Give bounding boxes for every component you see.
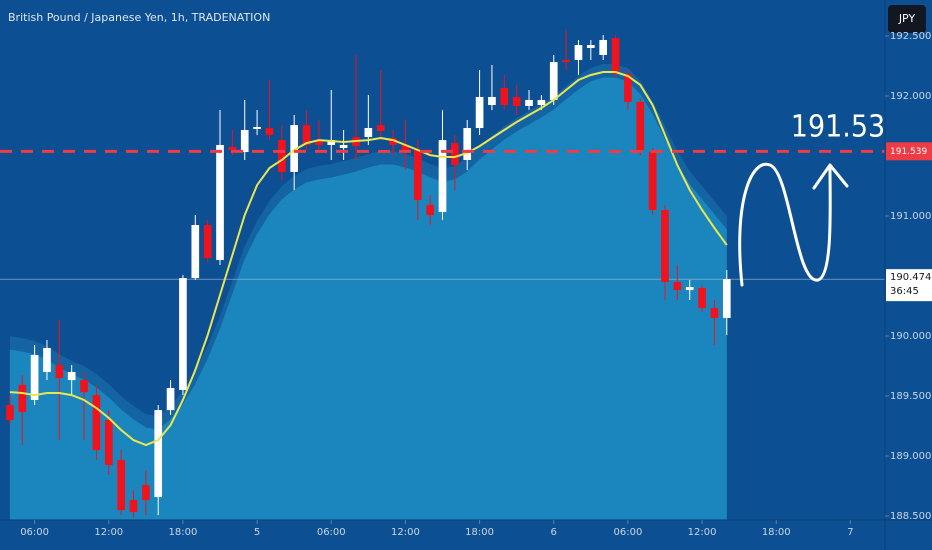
candle-body	[438, 140, 447, 213]
resistance-label-box	[886, 142, 932, 161]
candle-body	[413, 150, 422, 201]
candle-body	[611, 38, 620, 75]
x-tick-label: 12:00	[688, 527, 717, 538]
candle-body	[327, 140, 336, 145]
candle-body	[154, 410, 163, 498]
candle-body	[240, 129, 249, 153]
x-tick-label: 18:00	[465, 527, 494, 538]
candle-body	[43, 348, 51, 373]
candle-body	[104, 420, 113, 466]
x-tick-label: 06:00	[613, 527, 642, 538]
candle-body	[624, 74, 632, 103]
candle-body	[537, 99, 546, 106]
candle-body	[179, 278, 187, 391]
moving-average	[9, 71, 728, 447]
candle-body	[290, 125, 299, 172]
candle-body	[549, 62, 558, 100]
candle-body	[315, 140, 323, 145]
candle-body	[574, 45, 583, 61]
countdown-label: 36:45	[890, 286, 919, 297]
candle-body	[376, 125, 385, 132]
candle-body	[512, 96, 521, 106]
y-tick-label: 189.500	[890, 391, 931, 402]
plot-area	[0, 30, 885, 520]
candle-body	[302, 125, 311, 145]
candle-body	[722, 279, 731, 319]
candle-body	[685, 287, 694, 291]
candle-body	[55, 365, 64, 379]
candle-body	[6, 405, 14, 421]
price-label-box	[886, 269, 932, 302]
cloud-fill	[9, 78, 727, 520]
candle-body	[265, 128, 274, 136]
x-tick-label: 12:00	[391, 527, 420, 538]
x-tick-label: 7	[847, 527, 853, 538]
x-tick-label: 6	[551, 527, 557, 538]
y-tick-label: 191.000	[890, 211, 931, 222]
y-tick-label: 192.000	[890, 91, 931, 102]
y-tick-label: 190.000	[890, 331, 931, 342]
candle-body	[599, 39, 608, 55]
candle-body	[451, 143, 459, 166]
candle-body	[67, 372, 76, 381]
x-tick-label: 18:00	[169, 527, 198, 538]
chart-title: British Pound / Japanese Yen, 1h, TRADEN…	[8, 11, 270, 24]
candle-body	[364, 128, 373, 138]
currency-label: JPY	[898, 12, 916, 25]
arrow-head	[812, 163, 849, 190]
price-label: 190.474	[890, 272, 931, 283]
candle-body	[401, 144, 410, 151]
candle-body	[339, 144, 348, 148]
y-tick-label: 188.500	[890, 511, 931, 522]
resistance-label: 191.539	[890, 147, 927, 157]
y-tick-label: 189.000	[890, 451, 931, 462]
candle-body	[277, 140, 286, 172]
candle-body	[636, 102, 645, 151]
candle-body	[525, 99, 533, 106]
candle-body	[166, 387, 175, 411]
candle-body	[426, 204, 434, 216]
candle-body	[253, 126, 261, 130]
candle-body	[562, 60, 570, 63]
candle-body	[142, 485, 150, 501]
candle-body	[203, 225, 212, 259]
candle-body	[80, 380, 88, 393]
candle-body	[475, 96, 484, 129]
x-tick-label: 18:00	[762, 527, 791, 538]
candle-body	[698, 288, 706, 309]
candle-body	[673, 282, 682, 291]
candle-body	[92, 395, 101, 451]
candle-body	[30, 354, 39, 400]
candle-body	[710, 308, 719, 319]
x-tick-label: 5	[254, 527, 260, 538]
candle-body	[586, 45, 595, 49]
candle-body	[129, 500, 138, 513]
cloud-edge	[9, 77, 728, 431]
candle-body	[500, 87, 509, 106]
x-tick-label: 06:00	[317, 527, 346, 538]
candle-body	[648, 152, 657, 211]
x-tick-label: 12:00	[94, 527, 123, 538]
candle-body	[191, 225, 200, 279]
candle-body	[117, 459, 125, 511]
y-tick-label: 192.500	[890, 31, 931, 42]
annotation: 191.53	[791, 110, 885, 145]
candle-body	[463, 128, 472, 160]
x-tick-label: 06:00	[20, 527, 49, 538]
candle-body	[18, 384, 27, 412]
candle-body	[661, 210, 669, 283]
candle-body	[228, 147, 237, 151]
candle-body	[488, 96, 496, 106]
currency-button[interactable]	[888, 5, 926, 33]
candle-body	[216, 144, 224, 261]
arrow-curve	[738, 162, 832, 287]
candle-body	[389, 138, 397, 145]
